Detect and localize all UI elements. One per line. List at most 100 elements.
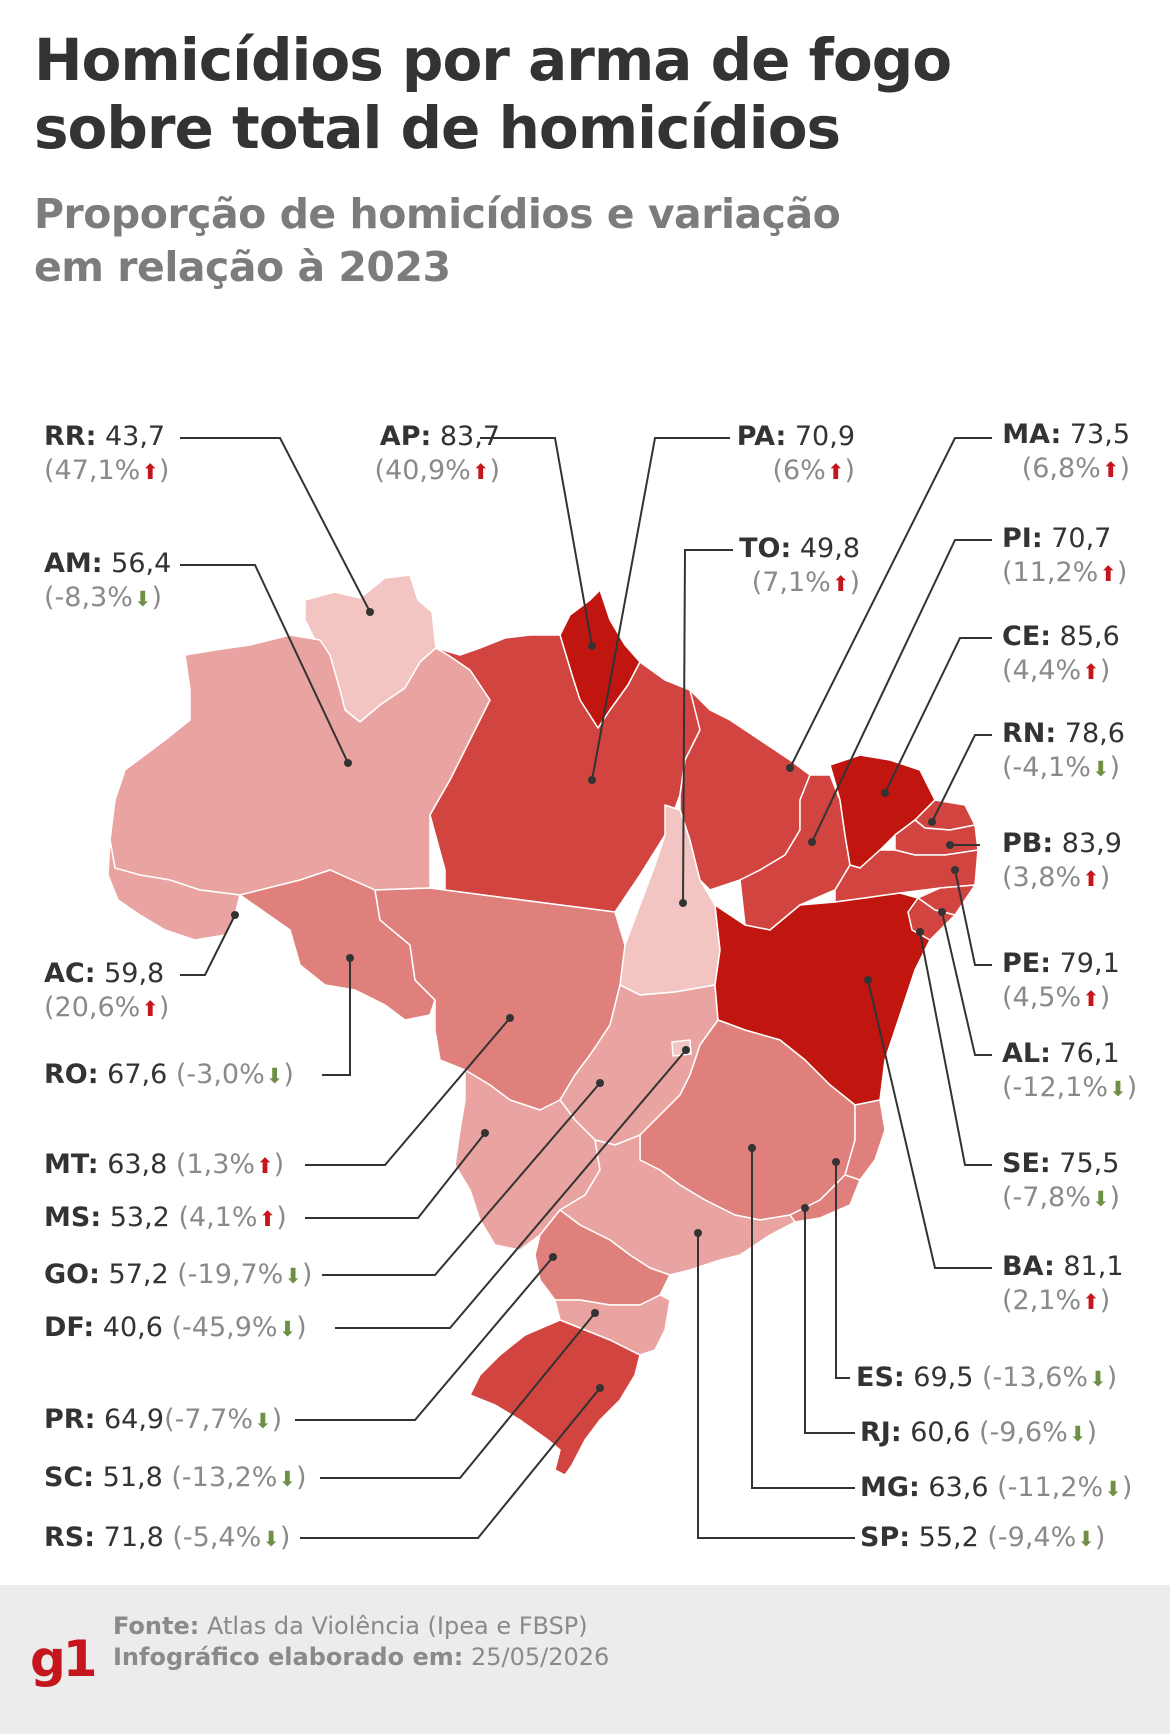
state-variation-close: ) xyxy=(1119,453,1130,484)
state-value: 63,8 xyxy=(107,1149,168,1180)
arrow-up-icon: ⬆ xyxy=(1082,1290,1100,1314)
state-label-rr: RR: 43,7 (47,1%⬆) xyxy=(44,420,169,489)
state-code: AM: xyxy=(44,548,103,579)
state-value: 78,6 xyxy=(1064,718,1125,749)
state-variation: (47,1% xyxy=(44,455,141,486)
state-label-sp: SP: 55,2 (-9,4%⬇) xyxy=(860,1521,1105,1556)
state-code: RJ: xyxy=(860,1417,902,1448)
state-label-mt: MT: 63,8 (1,3%⬆) xyxy=(44,1148,284,1183)
g1-logo: g1 xyxy=(30,1630,98,1688)
state-variation: (-19,7% xyxy=(177,1259,284,1290)
state-marker-ba xyxy=(864,976,872,984)
state-value: 43,7 xyxy=(104,421,166,452)
source-value: Atlas da Violência (Ipea e FBSP) xyxy=(206,1612,588,1640)
arrow-up-icon: ⬆ xyxy=(141,997,159,1021)
state-code: AP: xyxy=(379,421,432,452)
state-value: 83,7 xyxy=(439,421,500,452)
arrow-up-icon: ⬆ xyxy=(258,1207,277,1231)
arrow-up-icon: ⬆ xyxy=(1099,562,1117,586)
state-variation-close: ) xyxy=(296,1312,307,1343)
state-shape-ro[interactable] xyxy=(239,869,436,1021)
state-marker-rn xyxy=(928,818,936,826)
state-marker-mg xyxy=(748,1144,756,1152)
arrow-down-icon: ⬇ xyxy=(1089,1367,1107,1391)
state-variation-close: ) xyxy=(1121,1472,1133,1503)
leader-line-al xyxy=(941,911,992,1056)
state-variation: (1,3% xyxy=(175,1149,256,1180)
leader-line-ap xyxy=(480,437,593,647)
state-marker-pi xyxy=(808,838,816,846)
state-shape-am[interactable] xyxy=(109,634,491,896)
leader-line-pe xyxy=(954,869,992,966)
state-value: 75,5 xyxy=(1059,1148,1120,1179)
state-variation-close: ) xyxy=(1099,862,1111,893)
brazil-map xyxy=(107,437,992,1539)
state-code: RO: xyxy=(44,1059,99,1090)
state-value: 63,6 xyxy=(928,1472,989,1503)
state-label-se: SE: 75,5 (-7,8%⬇) xyxy=(1002,1147,1120,1216)
state-marker-go xyxy=(596,1079,604,1087)
state-value: 81,1 xyxy=(1063,1251,1124,1282)
state-variation-close: ) xyxy=(1094,1522,1106,1553)
state-code: BA: xyxy=(1002,1251,1055,1282)
page-title: Homicídios por arma de fogo sobre total … xyxy=(34,26,952,162)
state-code: PA: xyxy=(736,421,787,452)
state-value: 69,5 xyxy=(913,1362,974,1393)
leader-line-rs xyxy=(300,1387,601,1539)
arrow-down-icon: ⬇ xyxy=(265,1064,284,1088)
state-marker-pb xyxy=(946,841,954,849)
state-variation: (6% xyxy=(772,455,826,486)
state-code: RR: xyxy=(44,421,97,452)
state-marker-rs xyxy=(596,1384,604,1392)
state-marker-ac xyxy=(231,911,239,919)
state-code: PI: xyxy=(1002,523,1043,554)
state-code: DF: xyxy=(44,1312,95,1343)
state-value: 73,5 xyxy=(1069,419,1130,450)
leader-line-mg xyxy=(751,1148,855,1489)
state-label-sc: SC: 51,8 (-13,2%⬇) xyxy=(44,1461,307,1496)
state-marker-sp xyxy=(694,1229,702,1237)
subtitle-line-2: em relação à 2023 xyxy=(34,243,451,291)
arrow-up-icon: ⬆ xyxy=(826,460,845,484)
state-value: 49,8 xyxy=(799,533,860,564)
state-variation: (-5,4% xyxy=(172,1522,262,1553)
state-value: 76,1 xyxy=(1059,1038,1120,1069)
state-variation-close: ) xyxy=(1116,557,1128,588)
state-code: GO: xyxy=(44,1259,100,1290)
state-variation: (3,8% xyxy=(1002,862,1082,893)
state-variation-close: ) xyxy=(1099,1285,1111,1316)
source-label: Fonte: xyxy=(113,1612,200,1640)
leader-line-go xyxy=(322,1082,601,1276)
leader-line-to xyxy=(682,549,733,904)
arrow-up-icon: ⬆ xyxy=(141,460,159,484)
state-marker-df xyxy=(682,1046,690,1054)
state-variation: (-12,1% xyxy=(1002,1072,1109,1103)
arrow-up-icon: ⬆ xyxy=(1082,867,1100,891)
state-marker-pr xyxy=(549,1253,557,1261)
state-value: 70,7 xyxy=(1051,523,1112,554)
state-shape-es[interactable] xyxy=(844,1099,886,1181)
state-variation-close: ) xyxy=(296,1462,307,1493)
leader-line-sc xyxy=(320,1312,596,1479)
state-label-pa: PA: 70,9 (6%⬆) xyxy=(680,420,855,489)
leader-line-sp xyxy=(697,1233,855,1539)
arrow-down-icon: ⬇ xyxy=(278,1317,297,1341)
state-value: 70,9 xyxy=(794,421,855,452)
state-shape-rs[interactable] xyxy=(469,1319,641,1476)
state-variation-close: ) xyxy=(1086,1417,1097,1448)
state-variation: (-13,6% xyxy=(982,1362,1089,1393)
state-marker-am xyxy=(344,759,352,767)
state-code: AC: xyxy=(44,958,96,989)
state-label-ms: MS: 53,2 (4,1%⬆) xyxy=(44,1201,287,1236)
state-variation-close: ) xyxy=(489,455,500,486)
leader-line-df xyxy=(335,1049,687,1329)
state-variation-close: ) xyxy=(1109,1182,1121,1213)
state-variation: (6,8% xyxy=(1021,453,1101,484)
state-marker-to xyxy=(679,899,687,907)
state-code: SC: xyxy=(44,1462,95,1493)
state-label-pe: PE: 79,1 (4,5%⬆) xyxy=(1002,947,1120,1016)
state-variation: (-45,9% xyxy=(171,1312,278,1343)
leader-line-am xyxy=(180,564,349,764)
state-code: RN: xyxy=(1002,718,1057,749)
state-variation-close: ) xyxy=(273,1149,285,1180)
